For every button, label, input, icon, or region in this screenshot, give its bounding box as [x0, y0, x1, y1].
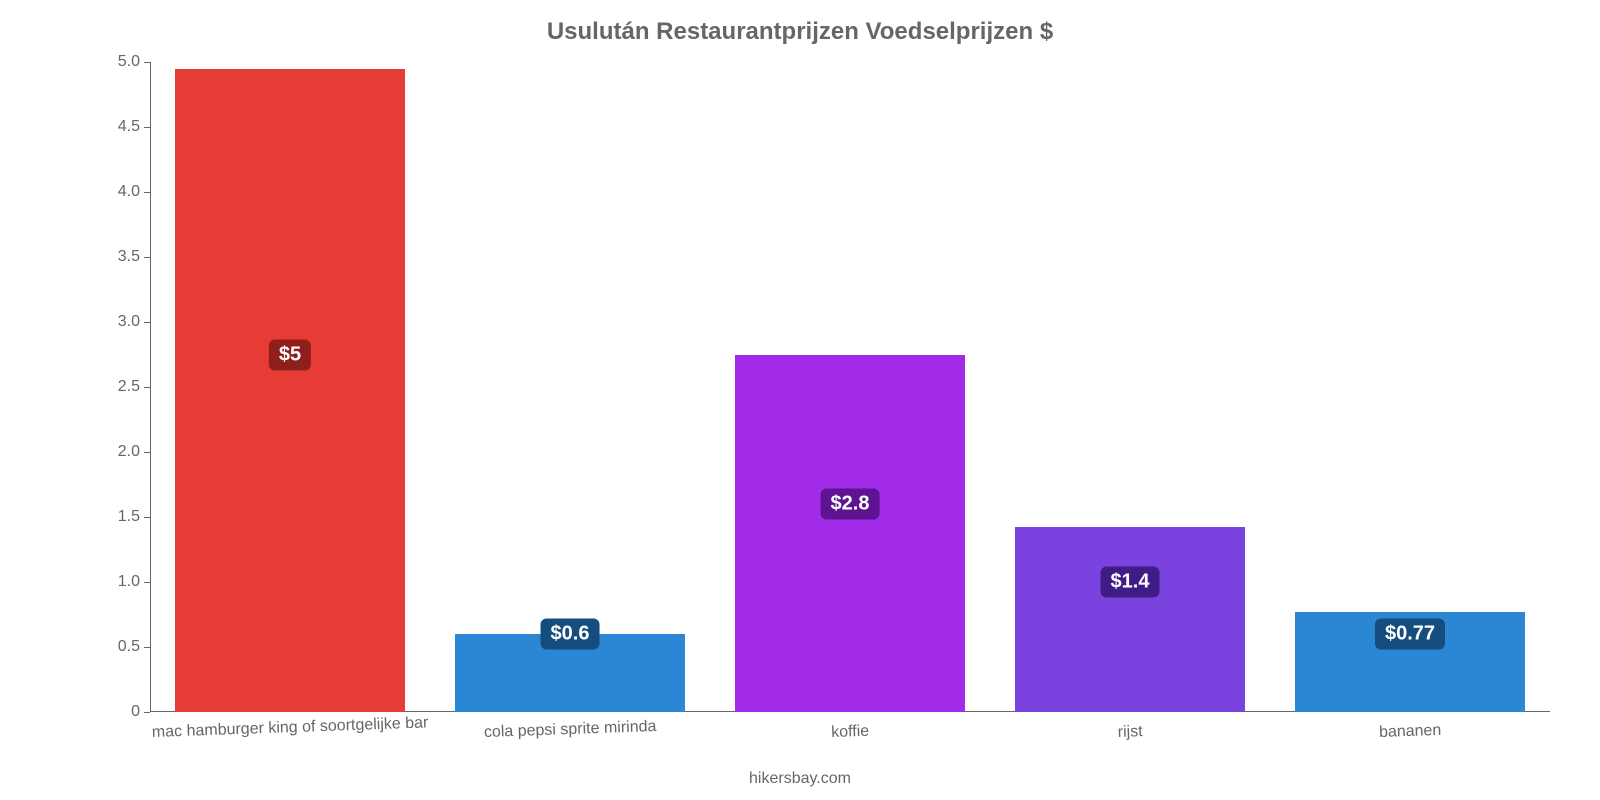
bar-value-label: $0.6	[541, 619, 600, 650]
y-tick-label: 2.5	[118, 378, 150, 396]
plot-area: 00.51.01.52.02.53.03.54.04.55.0mac hambu…	[150, 62, 1550, 712]
bar	[735, 355, 965, 713]
x-tick-label: koffie	[830, 711, 869, 742]
x-tick-label: rijst	[1117, 711, 1143, 742]
bar-value-label: $2.8	[821, 489, 880, 520]
y-tick-label: 2.0	[118, 443, 150, 461]
y-tick-label: 5.0	[118, 53, 150, 71]
chart-title: Usulután Restaurantprijzen Voedselprijze…	[0, 18, 1600, 46]
bar-value-label: $5	[269, 339, 311, 370]
y-tick-label: 0.5	[118, 638, 150, 656]
bar	[175, 69, 405, 713]
y-tick-label: 4.0	[118, 183, 150, 201]
x-tick-label: cola pepsi sprite mirinda	[483, 706, 656, 742]
y-axis-line	[150, 62, 151, 712]
y-tick-label: 3.0	[118, 313, 150, 331]
y-tick-label: 1.5	[118, 508, 150, 526]
bar	[1015, 527, 1245, 712]
y-tick-label: 1.0	[118, 573, 150, 591]
y-tick-label: 4.5	[118, 118, 150, 136]
y-tick-label: 3.5	[118, 248, 150, 266]
bar-value-label: $1.4	[1101, 567, 1160, 598]
x-tick-label: bananen	[1378, 710, 1441, 742]
y-tick-label: 0	[131, 703, 150, 721]
chart-footer: hikersbay.com	[0, 770, 1600, 788]
bar-value-label: $0.77	[1375, 619, 1445, 650]
chart-container: Usulután Restaurantprijzen Voedselprijze…	[0, 0, 1600, 800]
